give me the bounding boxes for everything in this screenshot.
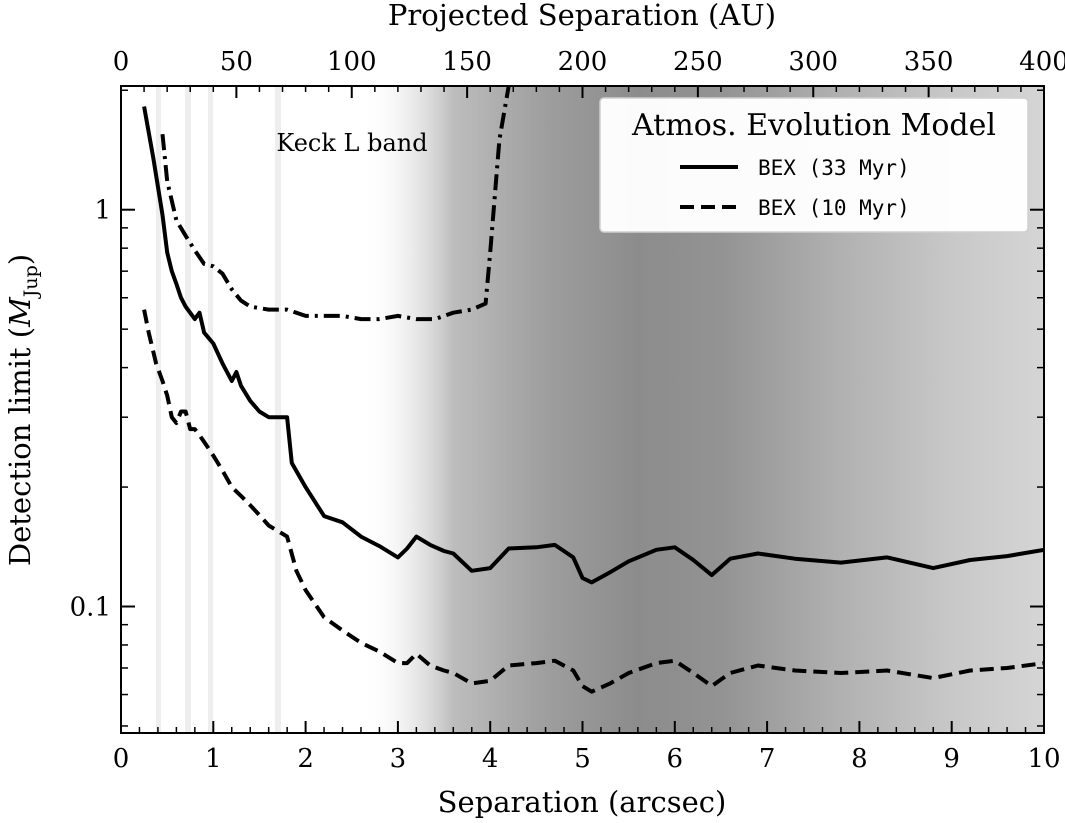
x-tick-label: 5 <box>574 744 591 774</box>
legend-title: Atmos. Evolution Model <box>631 108 996 143</box>
top-x-tick-label: 0 <box>113 47 130 77</box>
y-axis-label: Detection limit (MJup) <box>3 254 42 566</box>
x-tick-label: 3 <box>390 744 407 774</box>
plot-frame <box>120 85 1045 734</box>
top-x-tick-label: 100 <box>327 47 377 77</box>
x-axis-label: Separation (arcsec) <box>438 785 727 819</box>
x-tick-label: 8 <box>851 744 868 774</box>
legend: Atmos. Evolution Model BEX (33 Myr) BEX … <box>599 97 1029 233</box>
top-x-axis-label: Projected Separation (AU) <box>388 0 776 32</box>
top-x-tick-label: 200 <box>558 47 608 77</box>
x-tick-label: 2 <box>297 744 314 774</box>
shading-streak <box>208 86 213 733</box>
keck-l-band-annotation: Keck L band <box>276 129 427 157</box>
legend-entry-10myr: BEX (10 Myr) <box>758 196 910 220</box>
y-axis-label-subscript: Jup <box>20 265 42 299</box>
y-axis-label-close: ) <box>3 254 37 265</box>
x-tick-label: 4 <box>482 744 499 774</box>
shading-streak <box>185 86 191 733</box>
y-tick-label: 1 <box>94 196 111 226</box>
y-axis-label-symbol: M <box>3 296 37 328</box>
series-line-bex-33-myr <box>142 106 1044 585</box>
top-x-tick-label: 350 <box>904 47 954 77</box>
shading-streak <box>275 86 281 733</box>
series-line-bex-10-myr <box>142 309 1044 694</box>
top-x-tick-label: 150 <box>442 47 492 77</box>
legend-entry-33myr: BEX (33 Myr) <box>758 156 910 180</box>
x-tick-label: 1 <box>205 744 222 774</box>
x-tick-label: 7 <box>759 744 776 774</box>
top-x-tick-label: 50 <box>220 47 253 77</box>
x-tick-label: 0 <box>113 744 130 774</box>
top-x-tick-label: 400 <box>1019 47 1065 77</box>
top-x-tick-label: 250 <box>673 47 723 77</box>
y-tick-label: 0.1 <box>70 593 111 623</box>
x-tick-label: 10 <box>1027 744 1060 774</box>
top-x-tick-label: 300 <box>788 47 838 77</box>
x-tick-label: 6 <box>667 744 684 774</box>
y-axis-label-main: Detection limit ( <box>3 327 37 566</box>
shading-streak <box>156 86 161 733</box>
series-line-keck-l-band <box>160 86 511 322</box>
legend-box <box>599 97 1029 233</box>
x-tick-label: 9 <box>943 744 960 774</box>
